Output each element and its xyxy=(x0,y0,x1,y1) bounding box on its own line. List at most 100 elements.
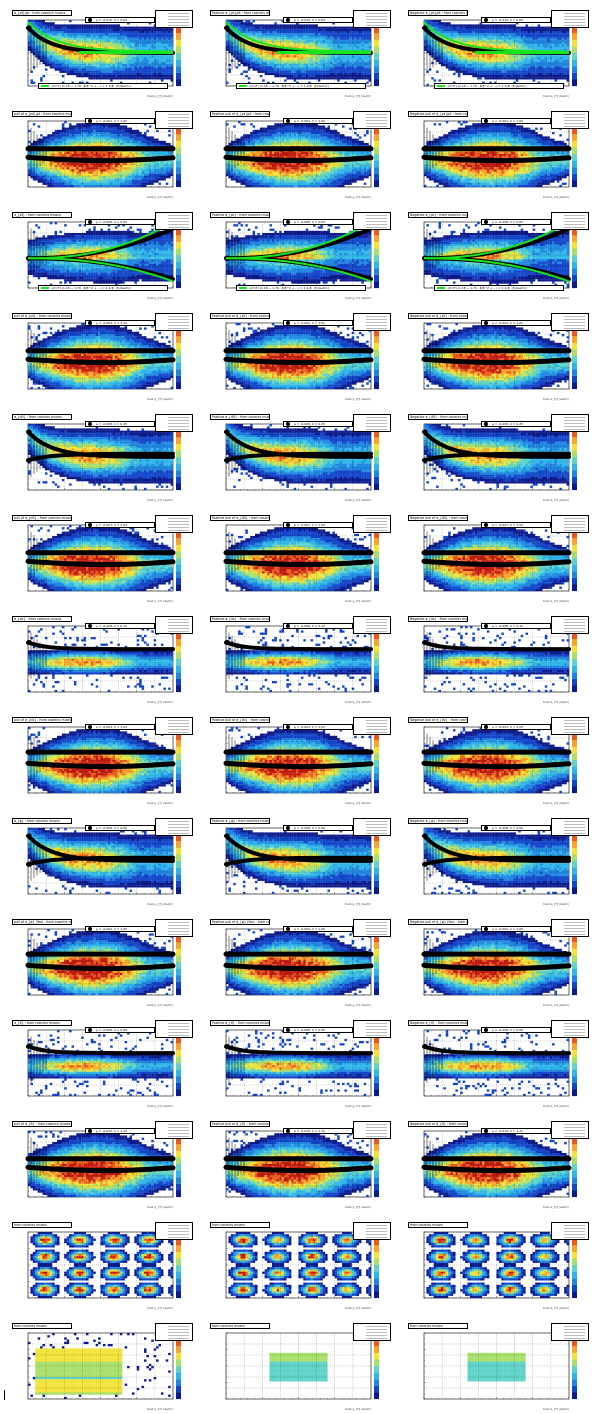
profile-fit-markers xyxy=(223,531,374,578)
x-axis-label: track p_{T} (GeV/c) xyxy=(147,1206,173,1209)
color-palette-axis xyxy=(572,424,577,491)
fit-marker-icon xyxy=(484,826,488,830)
fit-function-swatch xyxy=(239,85,247,87)
fit-function-text: -(πτ/T)·(1.18 − 1.79 · β/β^2 + ...) = 1.… xyxy=(447,286,527,290)
fit-result-text: μ = -0.008, σ = 0.50 xyxy=(492,826,523,830)
stats-box xyxy=(155,212,193,230)
fit-result-legend: μ = -0.008, σ = 0.50 xyxy=(85,825,155,831)
heatmap-cells xyxy=(226,626,372,693)
panel-title: Negative σ_{pt} : from cosmics muons xyxy=(408,212,468,218)
x-axis-label: track p_{T} (GeV/c) xyxy=(345,398,371,401)
stats-box xyxy=(155,818,193,836)
panel-title: σ_{pt}/pt : from cosmics muons xyxy=(12,10,72,16)
fit-result-text: μ = -0.010, σ = 1.11 xyxy=(96,1129,127,1133)
color-palette-axis xyxy=(374,828,379,895)
x-axis-label: track p_{T} (GeV/c) xyxy=(345,499,371,502)
fit-result-legend: μ = -0.008, σ = 0.09 xyxy=(283,1027,353,1033)
profile-fit-markers xyxy=(422,1036,571,1083)
color-palette-axis xyxy=(572,929,577,996)
fit-function-swatch xyxy=(41,287,49,289)
heatmap-cells xyxy=(28,828,174,895)
histogram-plot xyxy=(25,120,181,188)
fit-marker-icon xyxy=(484,422,488,426)
histogram-panel: Positive σ_{θ} : from cosmics muons μ = -… xyxy=(208,1018,393,1108)
fit-function-curve xyxy=(226,257,372,283)
fit-result-legend: μ = -0.001, σ = 1.02 xyxy=(481,118,551,124)
stats-box xyxy=(353,515,391,533)
stats-box xyxy=(155,616,193,634)
histogram-plot xyxy=(422,827,577,895)
histogram-panel: Negative σ_{θ} : from cosmics muons μ = -… xyxy=(406,1018,591,1108)
x-axis-label: track p_{T} (GeV/c) xyxy=(147,1105,173,1108)
fit-function-legend: -(πτ/T)·(1.18 − 1.79 · β/β^2 + ...) = 1.… xyxy=(38,83,168,89)
fit-marker-icon xyxy=(484,1028,488,1032)
panel-title: Positive σ_{pt}/pt : from cosmics muons xyxy=(210,10,270,16)
fit-result-legend: μ = -0.003, σ = 1.03 xyxy=(481,724,551,730)
histogram-panel: pull of σ_{d0} : from cosmics muons μ = -… xyxy=(10,513,195,603)
color-palette-axis xyxy=(176,828,181,895)
profile-fit-markers xyxy=(25,935,176,982)
profile-fit-markers xyxy=(223,127,374,174)
stats-box xyxy=(551,1020,589,1038)
histogram-plot xyxy=(224,625,379,693)
heatmap-cells xyxy=(424,1030,570,1097)
profile-fit-markers xyxy=(223,329,374,376)
fit-function-swatch xyxy=(437,287,445,289)
histogram-panel: σ_{θ} : from cosmics muons μ = -0.008, σ … xyxy=(10,1018,195,1108)
panel-title: Positive σ_{φ} : from cosmics muons xyxy=(210,818,270,824)
fit-marker-icon xyxy=(484,220,488,224)
fit-result-legend: μ = -0.010, σ = 1.11 xyxy=(481,1128,551,1134)
panel-title: from cosmics muons xyxy=(210,1222,270,1228)
histogram-plot xyxy=(224,221,379,289)
panel-title: Negative σ_{φ} : from cosmics muons xyxy=(408,818,468,824)
x-axis-label: track p_{T} (GeV/c) xyxy=(147,903,173,906)
fit-marker-icon xyxy=(286,18,290,22)
histogram-panel: from cosmics muons track p_{T} (GeV/c) xyxy=(406,1220,591,1310)
stats-box xyxy=(353,313,391,331)
stats-box xyxy=(155,515,193,533)
stats-box xyxy=(155,717,193,735)
color-palette-axis xyxy=(176,1333,181,1400)
fit-result-text: μ = -0.008, σ = 0.12 xyxy=(492,624,523,628)
fit-result-legend: μ = -0.010, σ = 0.64 xyxy=(283,17,353,23)
fit-result-text: μ = -0.002, σ = 1.01 xyxy=(294,321,325,325)
stats-box xyxy=(353,818,391,836)
color-palette-axis xyxy=(374,626,379,693)
histogram-panel: pull of σ_{φ} (Yas) : from cosmics muons… xyxy=(10,917,195,1007)
fit-marker-icon xyxy=(88,119,92,123)
histogram-panel: σ_{dz} : from cosmics muons μ = -0.008, σ… xyxy=(10,614,195,704)
x-axis-label: track p_{T} (GeV/c) xyxy=(543,398,569,401)
fit-result-text: μ = -0.007, σ = 1.04 xyxy=(294,523,325,527)
fit-result-text: μ = -0.008, σ = 0.50 xyxy=(294,826,325,830)
profile-fit-markers xyxy=(25,733,176,780)
fit-result-text: μ = -0.002, σ = 1.01 xyxy=(492,321,523,325)
color-palette-axis xyxy=(572,626,577,693)
fit-result-text: μ = -0.001, σ = 1.02 xyxy=(96,119,127,123)
histogram-panel: Positive pull of σ_{pt}/pt : from cosmic… xyxy=(208,109,393,199)
stats-box xyxy=(551,818,589,836)
histogram-plot xyxy=(421,928,577,996)
fit-result-legend: μ = -0.008, σ = 0.09 xyxy=(481,1027,551,1033)
fit-result-legend: μ = -0.008, σ = 0.12 xyxy=(283,623,353,629)
stats-box xyxy=(353,111,391,129)
color-palette-axis xyxy=(374,323,379,390)
x-axis-label: track p_{T} (GeV/c) xyxy=(345,297,371,300)
panel-title: Positive pull of σ_{θ} : from cosmics mu… xyxy=(210,1121,270,1127)
fit-marker-icon xyxy=(286,523,290,527)
x-axis-label: track p_{T} (GeV/c) xyxy=(345,903,371,906)
x-axis-label: track p_{T} (GeV/c) xyxy=(543,196,569,199)
histogram-plot xyxy=(25,322,181,390)
heatmap-cells xyxy=(424,929,570,996)
histogram-plot xyxy=(26,423,181,491)
color-palette-axis xyxy=(572,222,577,289)
profile-fit-markers xyxy=(224,632,373,679)
fit-result-legend: μ = -0.008, σ = 0.50 xyxy=(283,825,353,831)
fit-result-legend: μ = -0.002, σ = 1.05 xyxy=(481,926,551,932)
color-palette-axis xyxy=(176,525,181,592)
panel-title: σ_{θ} : from cosmics muons xyxy=(12,1020,72,1026)
panel-title: from cosmics muons xyxy=(12,1323,72,1329)
fit-result-text: μ = -0.008, σ = 0.63 xyxy=(492,220,523,224)
color-palette-axis xyxy=(176,1131,181,1198)
panel-title: from cosmics muons xyxy=(12,1222,72,1228)
histogram-panel: σ_{d0} : from cosmics muons μ = -0.008, σ… xyxy=(10,412,195,502)
